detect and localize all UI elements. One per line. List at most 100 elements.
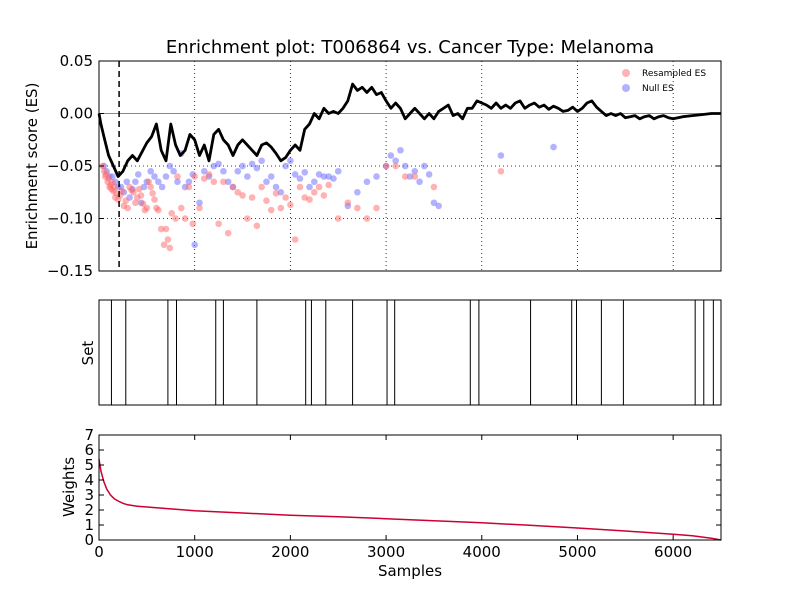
null-es-point: [263, 178, 270, 186]
resampled-es-point: [132, 199, 139, 207]
null-es-point: [387, 152, 395, 159]
resampled-es-point: [191, 173, 198, 180]
null-es-point: [425, 171, 433, 178]
resampled-es-point: [135, 185, 143, 193]
null-es-point: [296, 175, 304, 182]
null-es-point: [330, 175, 337, 182]
null-es-point: [134, 171, 142, 178]
enrichment-y-ticks: 0.05 0.00 −0.05 −0.10 −0.15: [47, 52, 721, 280]
resampled-es-point: [282, 194, 289, 201]
null-es-point: [416, 178, 423, 186]
set-ylabel: Set: [79, 341, 97, 366]
null-es-point: [174, 178, 181, 186]
resampled-es-point: [306, 196, 313, 203]
null-es-point: [220, 167, 227, 175]
null-es-point: [166, 162, 174, 170]
weights-x-ticks: 0 1000 2000 3000 4000 5000 6000: [94, 435, 692, 561]
null-es-points: [100, 143, 557, 249]
resampled-es-point: [189, 220, 197, 228]
y-tick-label: 5: [84, 456, 94, 474]
null-es-point: [158, 183, 166, 191]
null-es-point: [406, 173, 414, 180]
y-tick-label: 2: [84, 501, 94, 519]
weights-ylabel: Weights: [60, 457, 78, 517]
resampled-es-point: [196, 204, 203, 212]
null-es-point: [282, 162, 289, 170]
resampled-es-point: [168, 209, 176, 217]
resampled-es-point: [162, 225, 170, 233]
null-es-point: [224, 178, 232, 186]
y-tick-label: 6: [84, 441, 94, 459]
null-es-point: [170, 167, 177, 175]
resampled-es-point: [220, 178, 227, 186]
null-es-point: [363, 178, 371, 186]
null-es-point: [291, 171, 299, 178]
null-es-point: [373, 173, 380, 180]
resampled-es-point: [130, 188, 137, 196]
resampled-es-points: [99, 162, 505, 252]
resampled-es-point: [296, 183, 304, 191]
legend-null-label: Null ES: [642, 84, 674, 94]
resampled-es-point: [277, 204, 285, 212]
null-es-point: [191, 241, 198, 249]
resampled-es-point: [124, 204, 132, 212]
resampled-es-point: [164, 236, 172, 243]
resampled-es-point: [344, 199, 352, 207]
resampled-es-point: [105, 175, 112, 182]
resampled-es-point: [137, 192, 145, 199]
y-tick-label: 7: [84, 426, 94, 444]
resampled-es-point: [172, 215, 179, 222]
resampled-es-point: [382, 162, 390, 170]
resampled-es-point: [373, 204, 380, 212]
resampled-es-point: [200, 175, 208, 182]
null-es-point: [306, 183, 313, 191]
resampled-es-point: [291, 236, 299, 243]
resampled-es-point: [311, 188, 318, 196]
resampled-es-point: [272, 190, 280, 197]
resampled-es-point: [160, 241, 168, 249]
set-hit-lines: [110, 300, 714, 405]
x-tick-label: 2000: [271, 543, 309, 561]
null-es-point: [354, 188, 361, 196]
resampled-es-point: [205, 171, 213, 178]
enrichment-grid: [99, 61, 721, 271]
null-es-point: [155, 178, 162, 186]
null-es-point: [248, 160, 256, 168]
resampled-es-point: [325, 181, 332, 189]
null-es-point: [411, 167, 419, 175]
es-curve: [97, 82, 721, 178]
resampled-es-point: [244, 215, 251, 222]
y-tick-label: −0.15: [47, 262, 93, 280]
null-es-point: [421, 162, 428, 170]
enrichment-panel: 0.05 0.00 −0.05 −0.10 −0.15 Enrichment score…: [23, 52, 722, 280]
y-tick-label: −0.05: [47, 157, 93, 175]
null-es-point: [397, 146, 404, 154]
null-es-point: [272, 183, 280, 191]
null-es-point: [287, 157, 294, 165]
null-es-point: [401, 162, 409, 170]
resampled-es-point: [155, 206, 162, 214]
null-es-point: [151, 173, 158, 180]
resampled-es-point: [411, 173, 419, 180]
null-es-point: [320, 173, 328, 180]
resampled-es-point: [177, 204, 185, 212]
y-tick-label: −0.10: [47, 210, 93, 228]
resampled-es-point: [239, 192, 246, 199]
null-es-point: [392, 157, 399, 165]
x-tick-label: 0: [94, 543, 104, 561]
resampled-es-point: [145, 178, 153, 186]
resampled-es-point: [234, 188, 242, 196]
resampled-es-point: [118, 187, 126, 195]
resampled-es-point: [263, 197, 270, 204]
null-es-point: [301, 169, 309, 176]
null-es-point: [123, 178, 131, 186]
null-es-point: [435, 202, 443, 210]
resampled-es-point: [224, 229, 232, 237]
x-tick-label: 5000: [558, 543, 596, 561]
resampled-es-point: [320, 192, 328, 199]
resampled-es-point: [258, 183, 265, 191]
resampled-es-point: [253, 222, 261, 230]
